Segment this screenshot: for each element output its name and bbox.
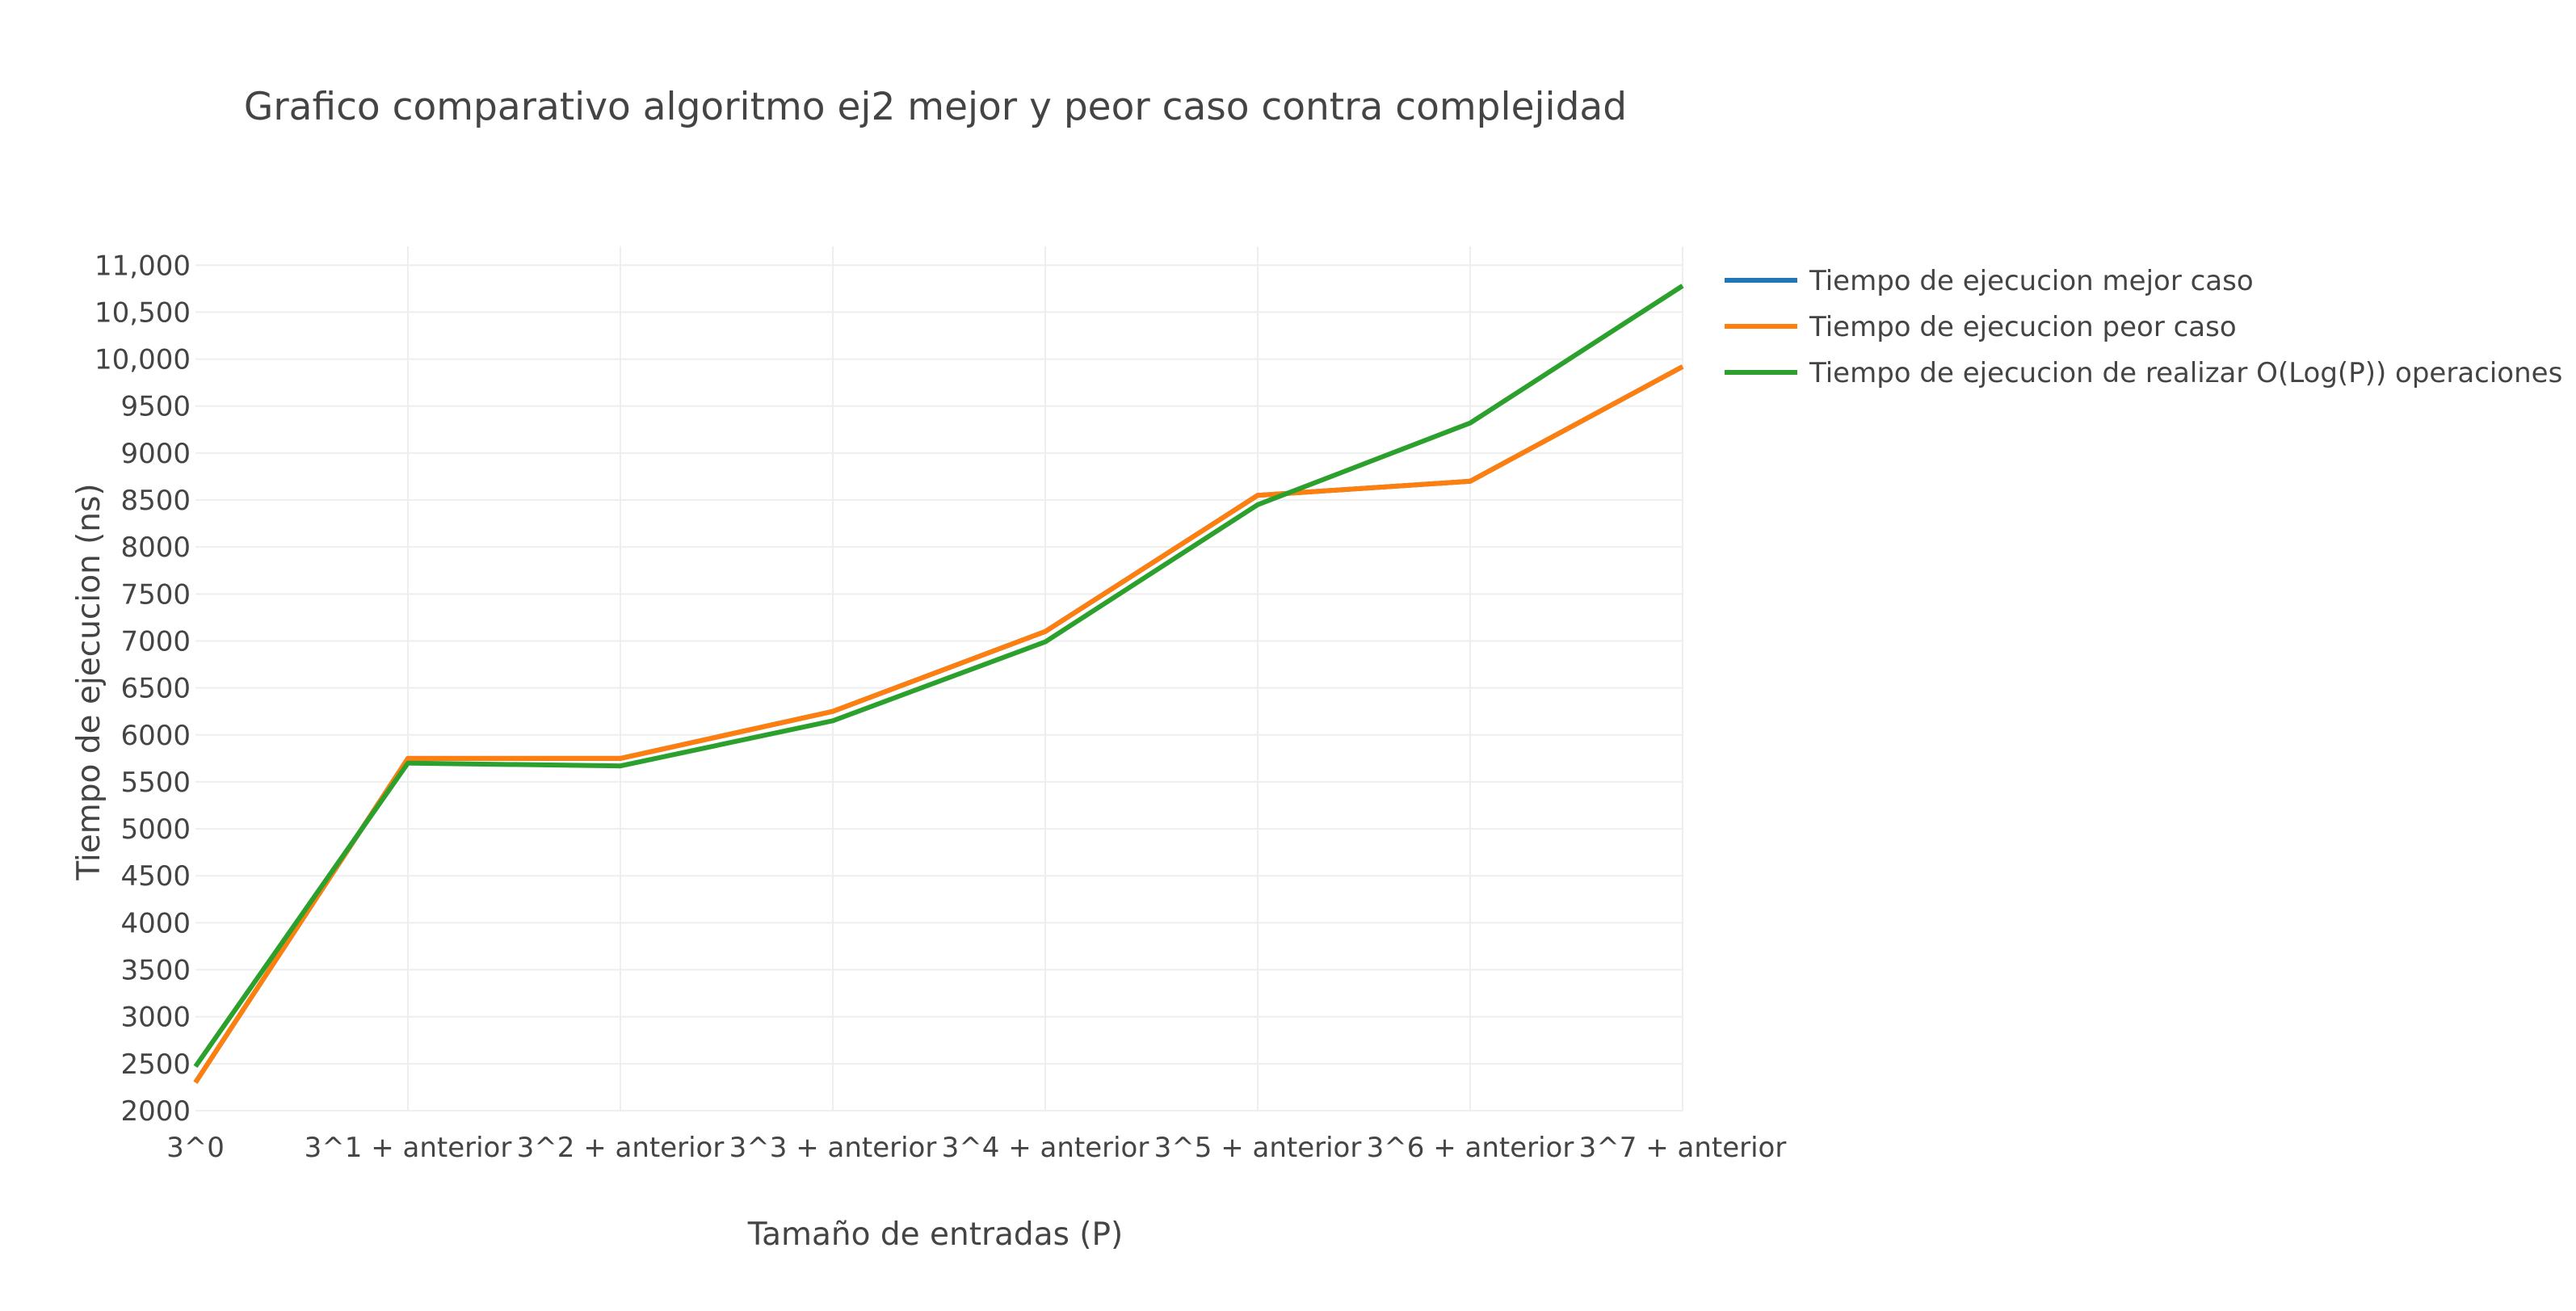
x-axis: 3^0 3^1 + anterior 3^2 + anterior 3^3 + ant… xyxy=(166,1132,1786,1164)
y-tick-label: 3000 xyxy=(120,1002,191,1034)
x-axis-title: Tamaño de entradas (P) xyxy=(747,1216,1124,1253)
y-tick-label: 2500 xyxy=(120,1048,191,1081)
legend-label: Tiempo de ejecucion mejor caso xyxy=(1809,265,2254,297)
x-tick-label: 3^3 + anterior xyxy=(729,1132,937,1164)
y-tick-label: 11,000 xyxy=(95,250,191,282)
x-tick-label: 3^6 + anterior xyxy=(1367,1132,1574,1164)
y-tick-label: 4500 xyxy=(120,860,191,893)
y-tick-label: 5000 xyxy=(120,813,191,846)
legend-label: Tiempo de ejecucion peor caso xyxy=(1809,311,2237,343)
x-tick-label: 3^2 + anterior xyxy=(517,1132,725,1164)
y-tick-label: 4000 xyxy=(120,907,191,939)
grid xyxy=(195,246,1683,1111)
y-tick-label: 10,500 xyxy=(95,296,191,329)
y-tick-label: 8000 xyxy=(120,532,191,564)
y-tick-label: 6000 xyxy=(120,720,191,752)
y-tick-label: 8500 xyxy=(120,485,191,517)
series-line-2 xyxy=(193,364,1684,1084)
y-tick-label: 5500 xyxy=(120,767,191,799)
series-line-3 xyxy=(193,284,1684,1069)
x-tick-label: 3^5 + anterior xyxy=(1154,1132,1362,1164)
y-tick-label: 10,000 xyxy=(95,344,191,376)
y-tick-label: 7500 xyxy=(120,578,191,611)
y-tick-label: 3500 xyxy=(120,955,191,987)
x-tick-label: 3^4 + anterior xyxy=(942,1132,1149,1164)
y-axis-title: Tiempo de ejecucion (ns) xyxy=(71,483,107,880)
legend-label: Tiempo de ejecucion de realizar O(Log(P)… xyxy=(1809,357,2562,389)
plot-area xyxy=(193,284,1684,1084)
x-tick-label: 3^1 + anterior xyxy=(305,1132,512,1164)
y-tick-label: 9000 xyxy=(120,438,191,470)
y-tick-label: 6500 xyxy=(120,673,191,705)
chart-title: Grafico comparativo algoritmo ej2 mejor … xyxy=(244,85,1627,129)
x-tick-label: 3^7 + anterior xyxy=(1579,1132,1787,1164)
y-axis: 2000 2500 3000 3500 4000 4500 5000 5500 6000 6500… xyxy=(95,250,191,1128)
y-tick-label: 9500 xyxy=(120,391,191,423)
y-tick-label: 2000 xyxy=(120,1095,191,1128)
legend: Tiempo de ejecucion mejor caso Tiempo de … xyxy=(1725,265,2562,389)
series-line-1 xyxy=(193,364,1684,1084)
y-tick-label: 7000 xyxy=(120,625,191,658)
x-tick-label: 3^0 xyxy=(166,1132,225,1164)
